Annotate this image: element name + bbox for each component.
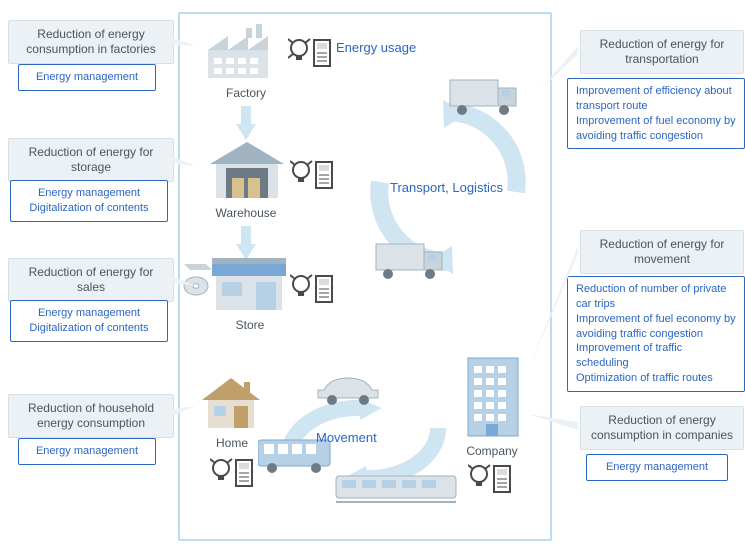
factory-caption: Factory: [206, 86, 286, 100]
movement-label: Movement: [316, 430, 377, 445]
home-icon: [198, 372, 264, 432]
callout-transport-grey: Reduction of energy for transportation: [580, 30, 744, 74]
company-icon: [464, 354, 522, 440]
callout-company-grey: Reduction of energy consumption in compa…: [580, 406, 744, 450]
store-bulb-icon: [290, 272, 334, 306]
callout-store-blue: Energy management Digitalization of cont…: [10, 300, 168, 342]
callout-warehouse-blue: Energy management Digitalization of cont…: [10, 180, 168, 222]
warehouse-bulb-icon: [290, 158, 334, 192]
warehouse-caption: Warehouse: [206, 206, 286, 220]
callout-factory-blue: Energy management: [18, 64, 156, 91]
callout-factory-grey: Reduction of energy consumption in facto…: [8, 20, 174, 64]
home-bulb-icon: [210, 456, 254, 490]
disc-icon: [182, 262, 216, 298]
callout-home-grey: Reduction of household energy consumptio…: [8, 394, 174, 438]
callout-movement-blue: Reduction of number of private car trips…: [567, 276, 745, 392]
company-bulb-icon: [468, 462, 512, 496]
energy-usage-label: Energy usage: [336, 40, 416, 55]
factory-bulb-icon: [288, 36, 332, 70]
callout-transport-blue: Improvement of efficiency about transpor…: [567, 78, 745, 149]
callout-warehouse-grey: Reduction of energy for storage: [8, 138, 174, 182]
callout-store-grey: Reduction of energy for sales: [8, 258, 174, 302]
store-icon: [212, 258, 286, 314]
diagram-stage: Reduction of energy consumption in facto…: [0, 0, 745, 550]
warehouse-icon: [206, 138, 288, 202]
transport-label: Transport, Logistics: [390, 180, 503, 195]
callout-company-blue: Energy management: [586, 454, 728, 481]
callout-movement-grey: Reduction of energy for movement: [580, 230, 744, 274]
store-caption: Store: [210, 318, 290, 332]
factory-icon: [206, 20, 284, 82]
callout-home-blue: Energy management: [18, 438, 156, 465]
